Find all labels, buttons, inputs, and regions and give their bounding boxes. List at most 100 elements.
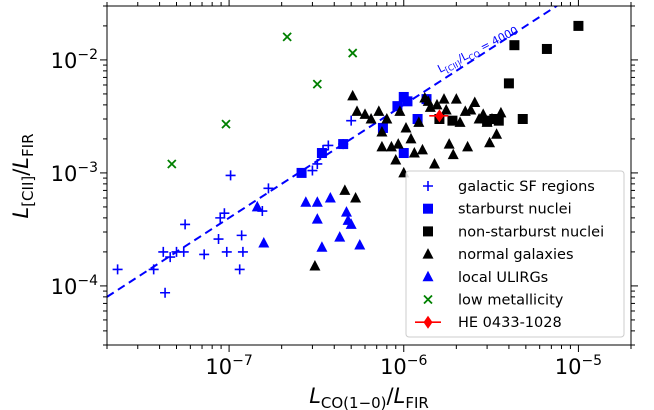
x-tick-label: 10−6 xyxy=(380,353,427,379)
data-point xyxy=(312,158,323,169)
data-point xyxy=(282,32,292,42)
legend-marker xyxy=(423,181,433,191)
data-point xyxy=(469,96,481,107)
data-point xyxy=(213,234,224,245)
data-point xyxy=(509,40,520,51)
legend-item-low-metallicity: low metallicity xyxy=(423,293,564,309)
data-point xyxy=(296,167,307,178)
data-point xyxy=(311,213,323,224)
data-point xyxy=(462,140,474,152)
data-point xyxy=(377,122,388,133)
legend-marker xyxy=(422,248,434,259)
data-point xyxy=(345,218,357,229)
data-point xyxy=(167,159,177,169)
data-point xyxy=(450,93,462,104)
data-point xyxy=(573,20,584,31)
data-point xyxy=(416,143,428,155)
data-point xyxy=(338,139,349,150)
series-low-metallicity xyxy=(167,32,358,169)
data-point xyxy=(517,114,528,124)
legend-marker xyxy=(423,294,433,305)
data-point xyxy=(199,249,210,260)
y-axis-label: L[CII]/LFIR xyxy=(9,134,37,219)
data-point xyxy=(324,191,336,203)
data-point xyxy=(312,79,322,89)
minor-ticks xyxy=(103,2,635,349)
data-point xyxy=(486,113,498,124)
major-ticks xyxy=(100,0,638,352)
legend-label: HE 0433-1028 xyxy=(458,315,562,331)
data-point xyxy=(351,105,363,116)
data-point xyxy=(440,104,452,115)
data-point xyxy=(160,287,171,298)
legend: galactic SF regions starburst nuclei non-s… xyxy=(405,170,625,338)
data-point xyxy=(354,239,366,250)
data-point xyxy=(429,157,441,169)
data-point xyxy=(112,264,123,275)
data-point xyxy=(413,116,425,127)
data-point xyxy=(307,165,318,176)
data-point xyxy=(221,119,231,129)
legend-marker xyxy=(423,315,433,329)
data-points xyxy=(112,20,584,298)
data-point xyxy=(381,113,393,124)
legend-marker xyxy=(423,226,433,237)
data-point xyxy=(215,212,226,223)
data-point xyxy=(346,115,357,126)
data-point xyxy=(481,116,493,127)
legend-label: normal galaxies xyxy=(458,247,574,263)
data-point xyxy=(340,206,352,217)
data-point xyxy=(359,108,371,119)
legend-item-starburst-nuclei: starburst nuclei xyxy=(423,202,572,218)
data-point xyxy=(158,246,169,257)
data-point xyxy=(237,246,248,257)
data-point xyxy=(234,264,245,275)
data-point xyxy=(165,252,176,263)
data-point xyxy=(376,126,388,137)
legend-item-normal-galaxies: normal galaxies xyxy=(422,247,574,263)
y-tick-label: 10−4 xyxy=(51,273,98,299)
data-point xyxy=(493,115,504,126)
legend-marker xyxy=(423,203,433,214)
x-axis-label: LCO(1−0)/LFIR xyxy=(309,384,429,410)
data-point xyxy=(219,208,230,219)
data-point xyxy=(495,106,507,118)
data-point xyxy=(484,136,496,148)
data-point xyxy=(385,140,397,152)
y-tick-label: 10−3 xyxy=(51,160,98,186)
data-point xyxy=(392,138,404,149)
data-point xyxy=(443,138,455,149)
data-point xyxy=(334,231,346,242)
data-point xyxy=(236,230,247,241)
data-point xyxy=(390,154,402,165)
data-point xyxy=(311,196,323,207)
data-point xyxy=(541,43,552,54)
data-point xyxy=(263,183,274,194)
data-point xyxy=(365,113,377,124)
data-point xyxy=(373,105,385,116)
y-tick-labels: 10−4 10−3 10−2 xyxy=(51,47,98,299)
data-point xyxy=(225,170,236,181)
data-point xyxy=(408,147,420,158)
data-point xyxy=(221,246,232,257)
data-point xyxy=(376,140,388,152)
data-point xyxy=(398,148,409,159)
data-point xyxy=(316,148,327,159)
data-point xyxy=(309,260,321,271)
data-point xyxy=(323,140,334,151)
data-point xyxy=(258,236,270,248)
data-point xyxy=(438,93,450,104)
reference-line-label: L[CII]/LCO = 4000 xyxy=(435,24,521,78)
data-point xyxy=(180,219,191,230)
series-normal-galaxies xyxy=(309,89,507,271)
legend-item-non-starburst-nuclei: non-starburst nuclei xyxy=(423,224,604,240)
data-point xyxy=(300,196,312,207)
data-point xyxy=(178,246,189,257)
legend-box xyxy=(405,170,625,338)
data-point xyxy=(434,109,444,123)
data-point xyxy=(392,101,403,112)
data-point xyxy=(400,121,412,133)
plot-frame xyxy=(106,5,632,346)
legend-marker xyxy=(422,270,434,282)
